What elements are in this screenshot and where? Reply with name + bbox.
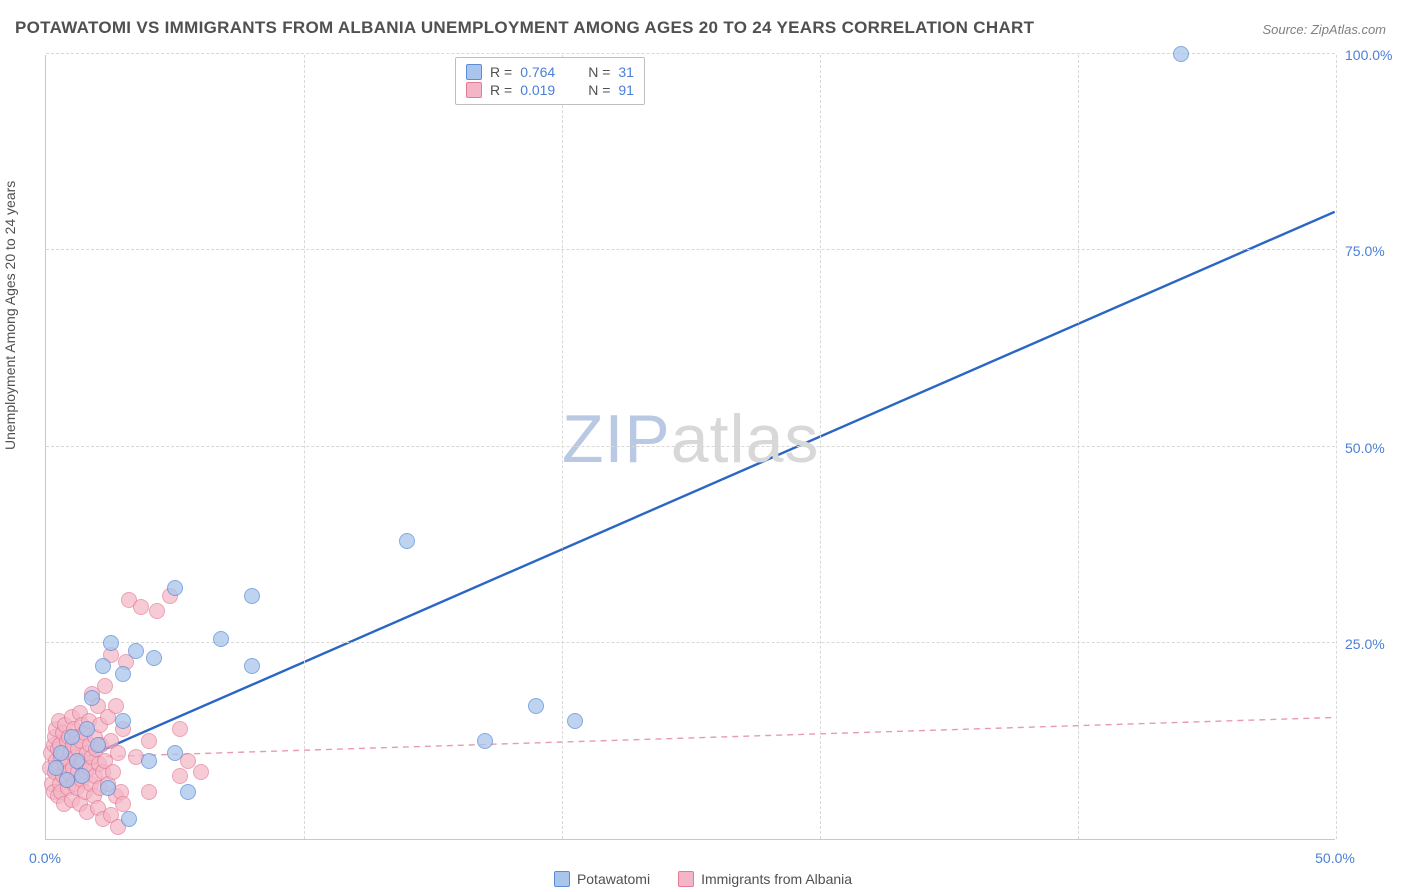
data-point-a xyxy=(146,650,162,666)
data-point-a xyxy=(64,729,80,745)
r-value-a: 0.764 xyxy=(520,64,568,80)
watermark-part2: atlas xyxy=(671,401,820,477)
legend-correlation: R = 0.764 N = 31 R = 0.019 N = 91 xyxy=(455,57,645,105)
x-tick-label: 0.0% xyxy=(29,850,61,866)
data-point-a xyxy=(115,666,131,682)
y-tick-label: 50.0% xyxy=(1345,440,1398,456)
data-point-a xyxy=(53,745,69,761)
data-point-b xyxy=(110,745,126,761)
data-point-b xyxy=(141,733,157,749)
data-point-a xyxy=(100,780,116,796)
data-point-a xyxy=(141,753,157,769)
data-point-b xyxy=(115,796,131,812)
legend-row-b: R = 0.019 N = 91 xyxy=(466,81,634,99)
data-point-a xyxy=(167,745,183,761)
data-point-a xyxy=(244,658,260,674)
swatch-series-a xyxy=(466,64,482,80)
data-point-b xyxy=(97,678,113,694)
series-a-label: Potawatomi xyxy=(577,871,650,887)
watermark: ZIPatlas xyxy=(562,400,819,478)
data-point-a xyxy=(95,658,111,674)
data-point-a xyxy=(103,635,119,651)
data-point-b xyxy=(133,599,149,615)
chart-title: POTAWATOMI VS IMMIGRANTS FROM ALBANIA UN… xyxy=(15,18,1034,38)
data-point-a xyxy=(528,698,544,714)
data-point-a xyxy=(74,768,90,784)
data-point-b xyxy=(108,698,124,714)
data-point-a xyxy=(567,713,583,729)
data-point-a xyxy=(1173,46,1189,62)
r-value-b: 0.019 xyxy=(520,82,568,98)
r-label: R = xyxy=(490,82,512,98)
legend-item-b: Immigrants from Albania xyxy=(678,871,852,887)
scatter-plot-area: ZIPatlas xyxy=(45,55,1335,840)
legend-series: Potawatomi Immigrants from Albania xyxy=(0,871,1406,887)
y-tick-label: 75.0% xyxy=(1345,243,1398,259)
n-value-b: 91 xyxy=(618,82,634,98)
data-point-a xyxy=(59,772,75,788)
series-b-label: Immigrants from Albania xyxy=(701,871,852,887)
n-label: N = xyxy=(588,82,610,98)
n-value-a: 31 xyxy=(618,64,634,80)
data-point-a xyxy=(180,784,196,800)
y-tick-label: 100.0% xyxy=(1345,47,1398,63)
data-point-a xyxy=(79,721,95,737)
data-point-b xyxy=(172,768,188,784)
data-point-a xyxy=(121,811,137,827)
data-point-a xyxy=(213,631,229,647)
data-point-a xyxy=(399,533,415,549)
swatch-series-b xyxy=(678,871,694,887)
r-label: R = xyxy=(490,64,512,80)
n-label: N = xyxy=(588,64,610,80)
data-point-a xyxy=(167,580,183,596)
data-point-b xyxy=(105,764,121,780)
data-point-b xyxy=(172,721,188,737)
data-point-b xyxy=(149,603,165,619)
data-point-a xyxy=(128,643,144,659)
swatch-series-a xyxy=(554,871,570,887)
legend-item-a: Potawatomi xyxy=(554,871,650,887)
source-attribution: Source: ZipAtlas.com xyxy=(1262,22,1386,37)
data-point-a xyxy=(477,733,493,749)
trendlines-svg xyxy=(46,55,1335,839)
legend-row-a: R = 0.764 N = 31 xyxy=(466,63,634,81)
data-point-a xyxy=(84,690,100,706)
data-point-a xyxy=(90,737,106,753)
data-point-a xyxy=(69,753,85,769)
data-point-a xyxy=(115,713,131,729)
watermark-part1: ZIP xyxy=(562,401,671,477)
x-tick-label: 50.0% xyxy=(1315,850,1355,866)
data-point-a xyxy=(244,588,260,604)
swatch-series-b xyxy=(466,82,482,98)
y-axis-label: Unemployment Among Ages 20 to 24 years xyxy=(2,181,18,450)
y-tick-label: 25.0% xyxy=(1345,636,1398,652)
data-point-b xyxy=(193,764,209,780)
data-point-b xyxy=(141,784,157,800)
